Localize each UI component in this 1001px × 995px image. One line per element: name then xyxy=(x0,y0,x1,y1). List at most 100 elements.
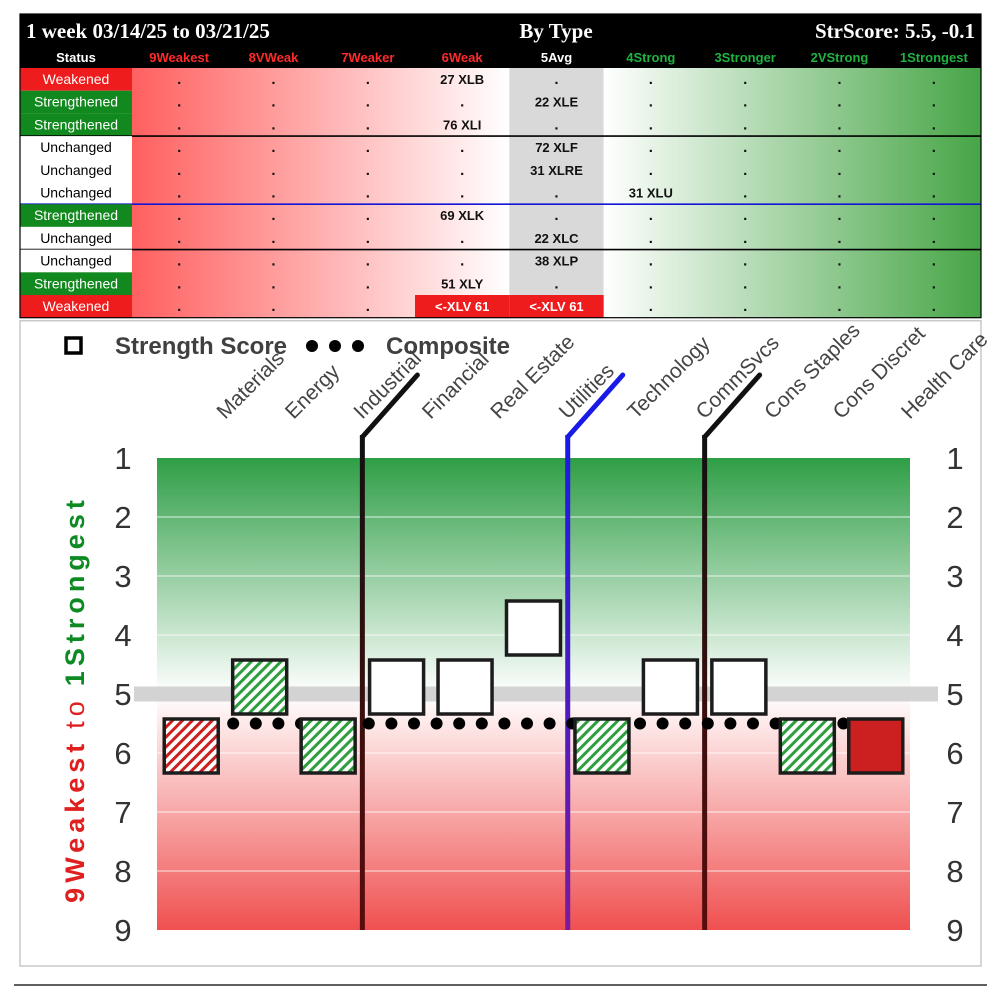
empty-cell: . xyxy=(649,207,653,224)
empty-cell: . xyxy=(837,253,841,270)
empty-cell: . xyxy=(366,71,370,88)
legend-dot-icon xyxy=(306,340,318,352)
composite-dot xyxy=(837,717,850,730)
empty-cell: . xyxy=(837,185,841,202)
empty-cell: . xyxy=(932,116,936,133)
table-row: Strengthened.... 22 XLE.... xyxy=(20,90,936,114)
empty-cell: . xyxy=(271,298,275,315)
highlight-cell-bg xyxy=(415,295,510,318)
column-header-8: 2VStrong xyxy=(811,50,869,65)
status-cell: Strengthened xyxy=(34,275,118,291)
empty-cell: . xyxy=(366,94,370,111)
column-header-bar xyxy=(20,46,981,68)
table-row: Weakened... <-XLV 61 <-XLV 61.... xyxy=(20,295,936,318)
empty-cell: . xyxy=(932,139,936,156)
table-border xyxy=(19,13,982,319)
y-tick-right: 9 xyxy=(946,913,963,948)
strength-marker-commsvcs xyxy=(641,658,700,716)
y-tick-right: 4 xyxy=(946,618,963,653)
empty-cell: . xyxy=(554,71,558,88)
empty-cell: . xyxy=(837,116,841,133)
y-tick-left: 9 xyxy=(114,913,131,948)
legend-dot-icon xyxy=(329,340,341,352)
status-cell-bg xyxy=(20,158,132,182)
composite-dot xyxy=(227,717,240,730)
ticker-cell: <-XLV 61 xyxy=(529,299,583,314)
status-cell: Strengthened xyxy=(34,94,118,110)
empty-cell: . xyxy=(932,207,936,224)
ticker-cell: 22 XLC xyxy=(534,231,579,246)
composite-dot xyxy=(724,717,737,730)
empty-cell: . xyxy=(271,207,275,224)
highlight-cell-bg xyxy=(509,295,604,318)
table-row: Unchanged.... 72 XLF.... xyxy=(20,136,936,159)
y-tick-left: 5 xyxy=(114,677,131,712)
empty-cell: . xyxy=(177,162,181,179)
empty-cell: . xyxy=(366,185,370,202)
empty-cell: . xyxy=(366,298,370,315)
empty-cell: . xyxy=(460,162,464,179)
empty-cell: . xyxy=(649,253,653,270)
strscore-label: StrScore: 5.5, -0.1 xyxy=(815,19,975,43)
strength-marker-cons-discret xyxy=(778,717,837,775)
y-tick-right: 2 xyxy=(946,500,963,535)
empty-cell: . xyxy=(743,298,747,315)
empty-cell: . xyxy=(554,116,558,133)
strength-marker-financial xyxy=(367,658,426,716)
empty-cell: . xyxy=(271,71,275,88)
empty-cell: . xyxy=(743,275,747,292)
ticker-cell: <-XLV 61 xyxy=(435,299,489,314)
status-cell-bg xyxy=(20,249,132,273)
composite-dot xyxy=(475,717,488,730)
y-tick-right: 3 xyxy=(946,559,963,594)
status-cell: Unchanged xyxy=(40,139,112,155)
empty-cell: . xyxy=(932,275,936,292)
composite-dot xyxy=(385,717,398,730)
empty-cell: . xyxy=(932,298,936,315)
empty-cell: . xyxy=(460,230,464,247)
status-cell-bg xyxy=(20,272,132,295)
empty-cell: . xyxy=(177,298,181,315)
ticker-cell: 76 XLI xyxy=(443,117,481,132)
status-header: Status xyxy=(56,50,96,65)
strength-marker-energy xyxy=(230,658,289,716)
composite-dot xyxy=(679,717,692,730)
empty-cell: . xyxy=(177,230,181,247)
y-tick-left: 6 xyxy=(114,736,131,771)
empty-cell: . xyxy=(366,116,370,133)
empty-cell: . xyxy=(649,116,653,133)
empty-cell: . xyxy=(649,71,653,88)
divider-diagonal xyxy=(565,372,626,440)
column-header-2: 8VWeak xyxy=(249,50,299,65)
y-tick-right: 5 xyxy=(946,677,963,712)
composite-dot xyxy=(656,717,669,730)
composite-dot xyxy=(543,717,556,730)
status-cell-bg xyxy=(20,295,132,318)
table-row: Strengthened... 69 XLK..... xyxy=(20,204,936,227)
empty-cell: . xyxy=(743,253,747,270)
strength-marker-health-care xyxy=(847,717,905,775)
legend-strength-label: Strength Score xyxy=(115,333,287,360)
y-tick-left: 1 xyxy=(114,441,131,476)
legend-composite-label: Composite xyxy=(386,333,510,360)
composite-dot xyxy=(498,717,511,730)
strength-marker-real-estate xyxy=(436,658,494,716)
divider-line xyxy=(565,435,571,930)
composite-dot xyxy=(430,717,443,730)
empty-cell: . xyxy=(932,94,936,111)
ticker-cell: 72 XLF xyxy=(535,140,578,155)
ticker-cell: 31 XLU xyxy=(629,186,673,201)
y-tick-left: 4 xyxy=(114,618,131,653)
empty-cell: . xyxy=(837,207,841,224)
status-cell-bg xyxy=(20,226,132,250)
table-row: Unchanged.... 38 XLP.... xyxy=(20,249,936,273)
empty-cell: . xyxy=(743,185,747,202)
composite-dot xyxy=(408,717,420,730)
empty-cell: . xyxy=(177,185,181,202)
status-cell: Strengthened xyxy=(34,207,118,223)
empty-cell: . xyxy=(366,207,370,224)
status-cell-bg xyxy=(20,90,132,114)
y-tick-right: 6 xyxy=(946,736,963,771)
empty-cell: . xyxy=(743,207,747,224)
title-bar xyxy=(20,14,981,46)
